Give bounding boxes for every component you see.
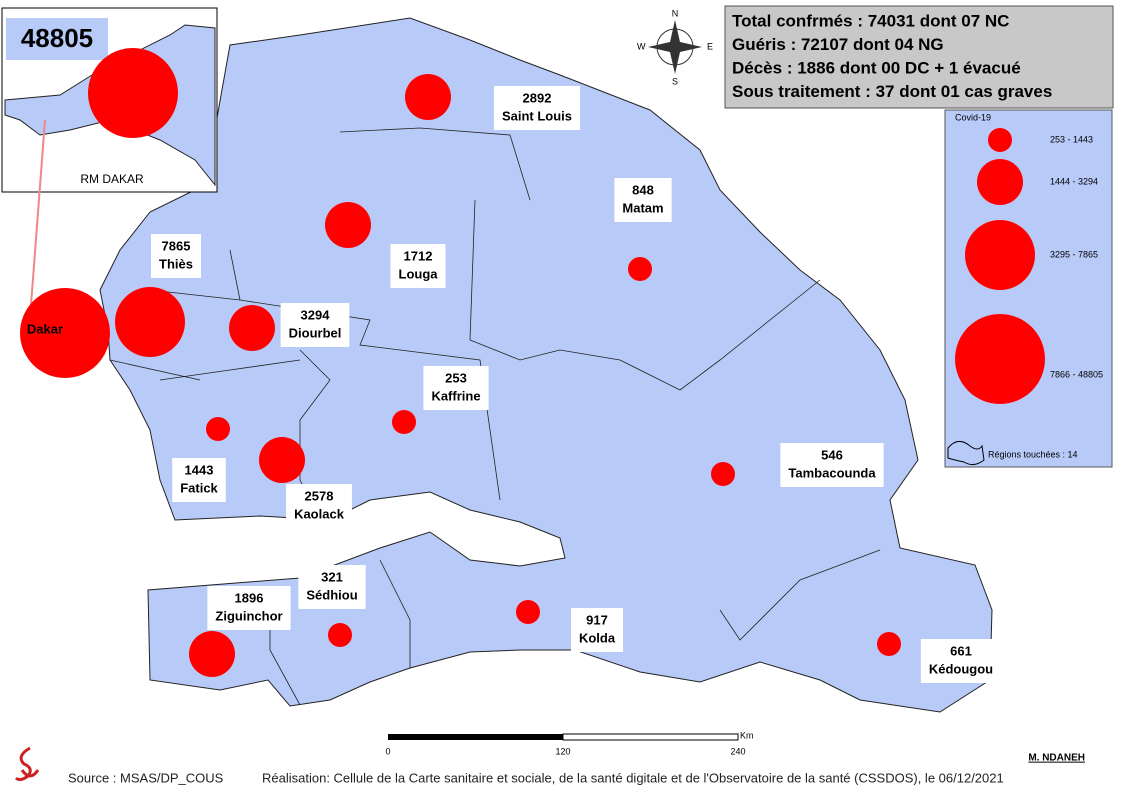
summary-line: Total confrmés : 74031 dont 07 NC — [732, 11, 1009, 30]
region-value: 253 — [445, 370, 467, 385]
legend-swatch — [947, 441, 985, 466]
region-name: Kaffrine — [431, 388, 480, 403]
scale-bar — [388, 734, 563, 740]
label-box — [614, 178, 672, 222]
region-name: Sédhiou — [306, 587, 357, 602]
region-name: Dakar — [27, 321, 63, 336]
summary-box — [724, 5, 1114, 109]
source: Source : MSAS/DP_COUS — [68, 770, 224, 785]
bubble — [206, 417, 230, 441]
legend-box — [944, 109, 1113, 468]
label-box — [207, 586, 291, 630]
inset-title: RM DAKAR — [80, 172, 144, 186]
region-name: Diourbel — [289, 325, 342, 340]
legend-label: 1444 - 3294 — [1050, 176, 1098, 186]
scale-tick: 0 — [385, 746, 390, 756]
legend-symbol — [955, 314, 1045, 404]
inset-value: 48805 — [21, 23, 93, 53]
region-value: 1712 — [404, 248, 433, 263]
legend-label: 3295 - 7865 — [1050, 249, 1098, 259]
label-box — [286, 484, 352, 528]
label-box — [172, 458, 226, 502]
legend-symbol — [988, 128, 1012, 152]
summary-line: Décès : 1886 dont 00 DC + 1 évacué — [732, 58, 1021, 77]
legend-title: Covid-19 — [955, 112, 991, 122]
scale-bar — [562, 733, 739, 741]
bubble — [259, 437, 305, 483]
legend-note: Régions touchées : 14 — [988, 449, 1078, 459]
region-value: 2578 — [305, 488, 334, 503]
inset-value-box — [6, 18, 108, 60]
credit: Réalisation: Cellule de la Carte sanitai… — [262, 770, 1004, 785]
scale-tick: 240 — [730, 746, 745, 756]
label-box — [298, 565, 366, 609]
compass-s: S — [672, 76, 678, 86]
region-value: 661 — [950, 643, 972, 658]
bubble — [88, 48, 178, 138]
bubble — [229, 305, 275, 351]
bubble — [877, 632, 901, 656]
region-value: 321 — [321, 569, 343, 584]
author: M. NDANEH — [1028, 753, 1085, 764]
label-box — [151, 234, 201, 278]
region-border — [109, 127, 881, 706]
region-value: 1896 — [235, 590, 264, 605]
region-value: 3294 — [301, 307, 331, 322]
summary-line: Sous traitement : 37 dont 01 cas graves — [732, 82, 1052, 101]
label-box — [493, 86, 581, 130]
region-name: Matam — [622, 200, 663, 215]
region-value: 546 — [821, 447, 843, 462]
bubble — [20, 288, 110, 378]
bubble — [405, 74, 451, 120]
region-value: 848 — [632, 182, 654, 197]
label-box — [423, 366, 489, 410]
bubble — [115, 287, 185, 357]
bubble — [711, 462, 735, 486]
region-name: Louga — [399, 266, 439, 281]
region-name: Kédougou — [929, 661, 993, 676]
region-name: Tambacounda — [788, 465, 876, 480]
legend-symbol — [977, 159, 1023, 205]
region-name: Fatick — [180, 480, 218, 495]
bubble — [628, 257, 652, 281]
label-box — [280, 303, 350, 347]
bubble — [325, 202, 371, 248]
compass-e: E — [707, 41, 713, 51]
region-name: Kolda — [579, 630, 616, 645]
legend-symbol — [965, 220, 1035, 290]
bubble — [516, 600, 540, 624]
region-value: 1443 — [185, 462, 214, 477]
scale-unit: Km — [740, 730, 754, 740]
region-name: Thiès — [159, 256, 193, 271]
legend-label: 253 - 1443 — [1050, 134, 1093, 144]
compass-w: W — [637, 41, 646, 51]
logo — [14, 746, 40, 782]
region-value: 7865 — [162, 238, 191, 253]
region-name: Ziguinchor — [215, 608, 282, 623]
scale-tick: 120 — [555, 746, 570, 756]
region-value: 917 — [586, 612, 608, 627]
bubble — [189, 631, 235, 677]
legend-label: 7866 - 48805 — [1050, 369, 1103, 379]
bubble — [328, 623, 352, 647]
inset-pointer — [29, 119, 46, 319]
summary-line: Guéris : 72107 dont 04 NG — [732, 35, 944, 54]
label-box — [920, 639, 1002, 683]
region-name: Saint Louis — [502, 108, 572, 123]
label-box — [390, 244, 446, 288]
label-box — [570, 608, 624, 652]
label-box — [780, 443, 884, 487]
bubble — [392, 410, 416, 434]
region-value: 2892 — [523, 90, 552, 105]
region-name: Kaolack — [294, 506, 345, 521]
compass: N S E W — [637, 8, 713, 86]
compass-n: N — [672, 8, 679, 18]
